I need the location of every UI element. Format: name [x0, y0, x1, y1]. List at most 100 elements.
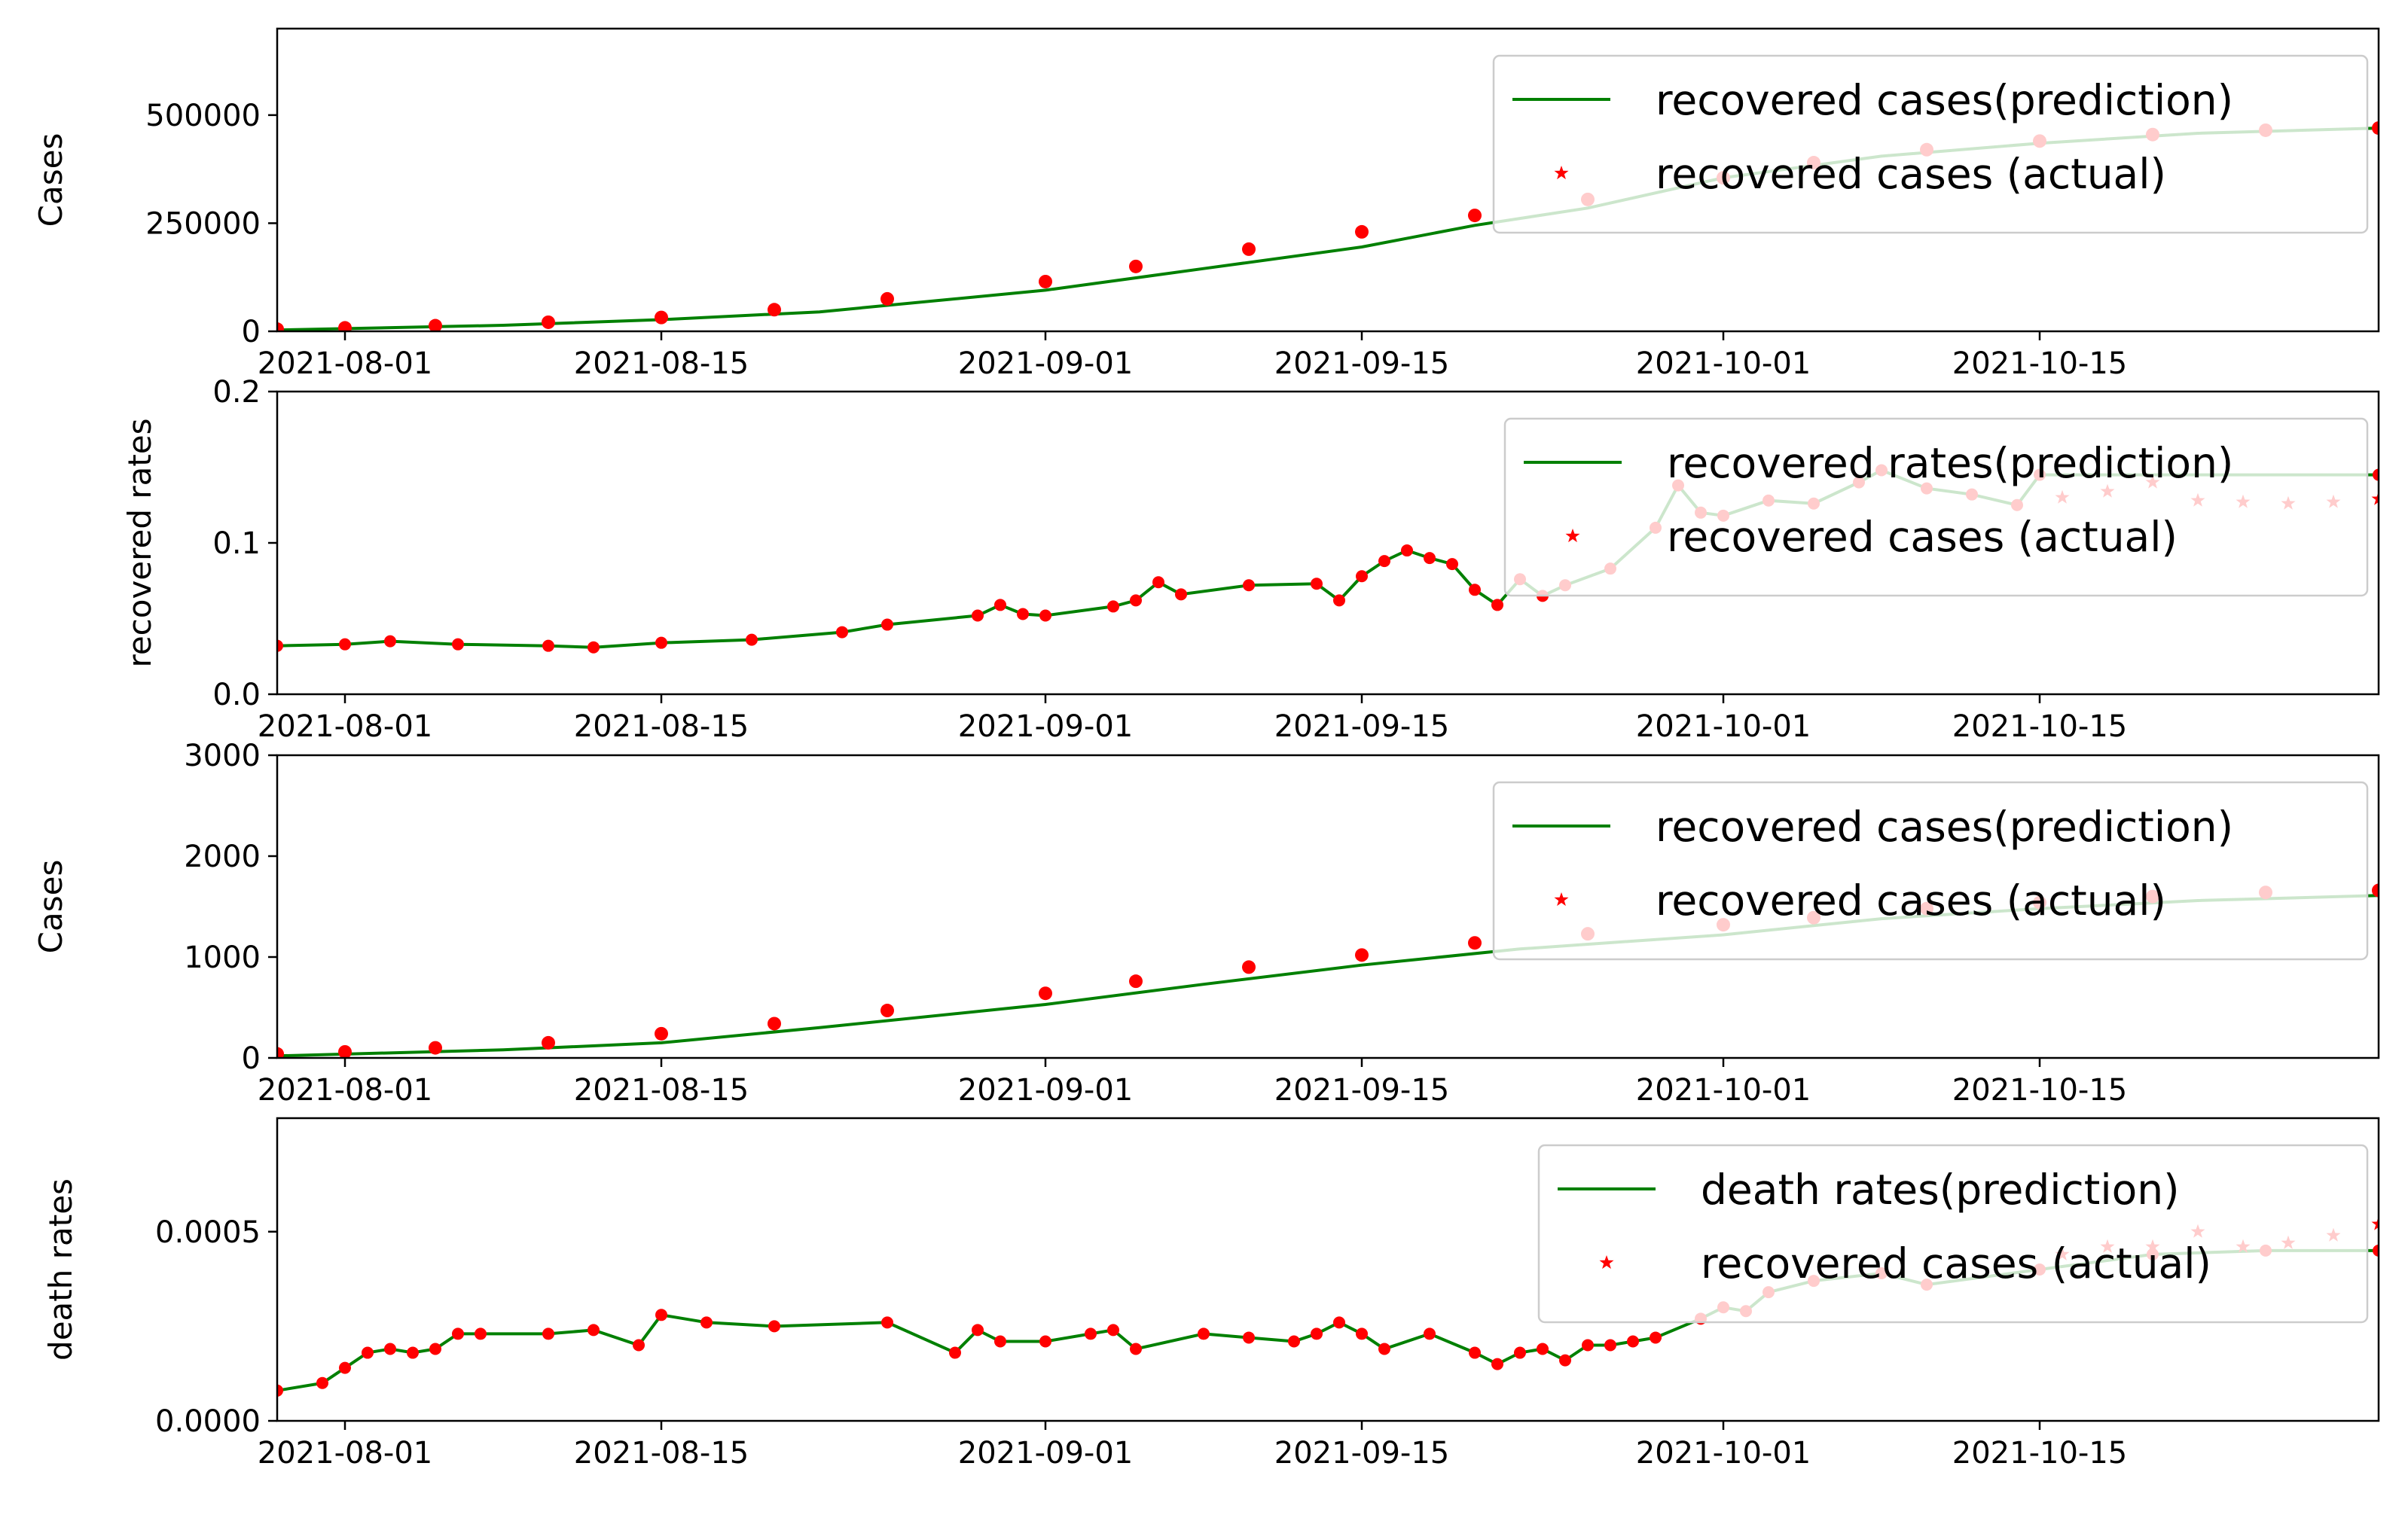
x-tick-label: 2021-08-01: [258, 1073, 432, 1108]
data-point: [1537, 1343, 1549, 1355]
data-point: [384, 635, 396, 648]
data-point: [1130, 594, 1142, 607]
data-point: [1650, 1331, 1662, 1344]
x-tick-label: 2021-10-15: [1952, 709, 2127, 744]
actual-marker: [1355, 224, 1369, 239]
actual-marker: [429, 319, 442, 331]
data-point: [1107, 1324, 1119, 1337]
actual-marker: [655, 1026, 668, 1041]
data-point: [1401, 544, 1413, 557]
y-tick-label: 250000: [145, 206, 261, 241]
x-tick-label: 2021-10-15: [1952, 346, 2127, 381]
legend-label: recovered cases(prediction): [1656, 803, 2233, 851]
x-tick-label: 2021-10-01: [1636, 1073, 1811, 1108]
x-tick-label: 2021-08-15: [574, 1436, 749, 1471]
y-tick-label: 0.1: [212, 526, 261, 561]
legend: recovered cases(prediction) recovered cas…: [1492, 781, 2369, 961]
data-point: [362, 1346, 374, 1359]
legend-star-swatch: [1599, 1255, 1614, 1270]
x-tick-label: 2021-08-15: [574, 709, 749, 744]
legend-box: [1503, 417, 2369, 597]
legend-label: recovered cases(prediction): [1656, 76, 2233, 124]
data-point: [1378, 555, 1390, 568]
x-tick-label: 2021-09-15: [1274, 1073, 1449, 1108]
data-point: [2373, 1244, 2379, 1257]
y-axis-label: Cases: [32, 860, 69, 954]
actual-marker: [1468, 936, 1482, 950]
panel-2: 0.0 0.1 0.2 2021-08-01 2021-08-15 2021-09-01 2…: [121, 375, 2380, 744]
legend-star-swatch: [1554, 892, 1569, 907]
data-point: [1017, 608, 1029, 620]
data-point: [1175, 588, 1187, 601]
data-point: [1243, 1331, 1255, 1344]
x-tick-label: 2021-10-01: [1636, 1436, 1811, 1471]
data-point: [768, 1320, 780, 1333]
x-tick-label: 2021-09-01: [958, 1073, 1133, 1108]
actual-marker: [768, 1017, 781, 1031]
actual-marker: [2372, 883, 2379, 898]
x-tick-label: 2021-09-15: [1274, 709, 1449, 744]
x-tick-label: 2021-08-01: [258, 1436, 432, 1471]
y-tick-label: 500000: [145, 99, 261, 133]
data-point: [836, 626, 848, 639]
actual-marker: [1129, 974, 1143, 989]
x-tick-label: 2021-10-01: [1636, 709, 1811, 744]
data-point: [1039, 609, 1051, 622]
data-point: [1491, 1358, 1503, 1370]
actual-marker: [880, 291, 894, 306]
actual-marker: [338, 321, 352, 331]
data-point: [429, 1343, 441, 1355]
data-point: [1491, 599, 1503, 611]
data-point: [1469, 584, 1481, 596]
subplots: 0 250000 500000 2021-08-01 2021-08-15 2021-09…: [32, 27, 2380, 1471]
x-tick-label: 2021-10-15: [1952, 1073, 2127, 1108]
data-point: [475, 1327, 487, 1340]
legend-label: recovered cases (actual): [1701, 1239, 2211, 1288]
x-tick-label: 2021-10-01: [1636, 346, 1811, 381]
y-tick-label: 3000: [184, 739, 261, 773]
legend: recovered rates(prediction) recovered cas…: [1503, 417, 2369, 597]
legend-label: recovered rates(prediction): [1667, 439, 2233, 487]
actual-marker: [1468, 209, 1482, 223]
data-point: [1333, 1316, 1345, 1329]
data-point: [1130, 1343, 1142, 1355]
data-point: [542, 1327, 554, 1340]
data-point: [452, 1327, 464, 1340]
data-point: [655, 636, 667, 649]
y-tick-label: 2000: [184, 840, 261, 874]
data-point: [1085, 1327, 1097, 1340]
panel-4: 0.0000 0.0005 2021-08-01 2021-08-15 2021-09-…: [42, 1117, 2380, 1471]
x-tick-label: 2021-09-01: [958, 709, 1133, 744]
data-point: [655, 1309, 667, 1321]
data-point: [1311, 1327, 1323, 1340]
axes-frame: [276, 1117, 2380, 1422]
data-point: [1378, 1343, 1390, 1355]
data-point: [316, 1376, 328, 1389]
x-tick-label: 2021-10-15: [1952, 1436, 2127, 1471]
x-tick-label: 2021-09-15: [1274, 1436, 1449, 1471]
y-tick-label: 1000: [184, 940, 261, 975]
data-point: [1288, 1335, 1300, 1348]
legend: death rates(prediction) recovered cases (…: [1537, 1144, 2369, 1324]
data-point: [1152, 576, 1164, 589]
data-point: [1356, 1327, 1368, 1340]
x-tick-label: 2021-08-15: [574, 346, 749, 381]
panel-3: 0 1000 2000 3000 2021-08-01 2021-08-15 2021-09…: [32, 739, 2380, 1108]
legend-star-swatch: [1554, 166, 1569, 180]
y-tick-label: 0.0000: [155, 1404, 261, 1439]
y-tick-label: 0: [242, 1041, 261, 1076]
data-point: [1446, 558, 1458, 571]
data-point: [1311, 578, 1323, 590]
data-point: [339, 1361, 351, 1374]
data-point: [994, 599, 1006, 611]
data-point: [1333, 594, 1345, 607]
actual-marker: [1039, 986, 1052, 1001]
legend-label: recovered cases (actual): [1656, 876, 2166, 925]
actual-marker: [880, 1004, 894, 1018]
legend-box: [1492, 781, 2369, 961]
y-axis-label: death rates: [42, 1178, 79, 1361]
actual-marker: [1242, 242, 1256, 256]
data-point: [1604, 1339, 1616, 1352]
y-tick-label: 0.0005: [155, 1215, 261, 1250]
actual-marker: [2371, 491, 2379, 505]
